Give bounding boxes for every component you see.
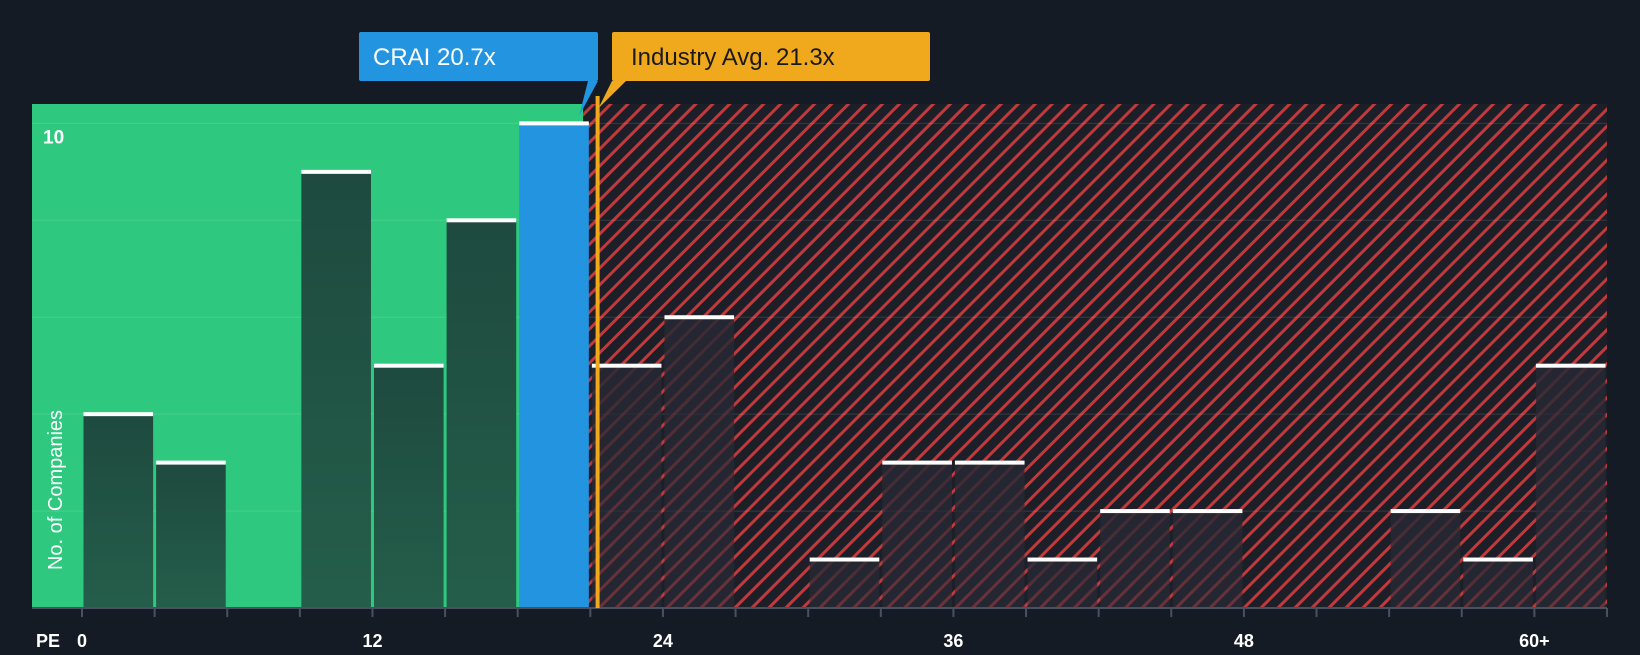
company-callout [359, 32, 598, 81]
bar-fill [1390, 511, 1461, 608]
bar-top-cap [301, 169, 371, 174]
bar-fill [1100, 511, 1170, 608]
industry-avg-line [595, 96, 600, 608]
valuation-zones [32, 104, 1607, 608]
bar-fill [1535, 365, 1606, 608]
histogram-bar [1463, 557, 1533, 608]
histogram-bar [1172, 509, 1243, 608]
bar-top-cap [882, 460, 952, 465]
industry-avg-callout-pointer [598, 81, 626, 108]
bar-top-cap [954, 460, 1025, 465]
histogram-bar [1535, 363, 1606, 608]
histogram-bar [1390, 509, 1461, 608]
histogram-bars [83, 121, 1606, 609]
x-tick-label: 12 [362, 631, 382, 650]
histogram-bar [1100, 509, 1170, 608]
histogram-bar [156, 460, 226, 608]
histogram-bar [446, 218, 517, 609]
bar-top-cap [1027, 557, 1098, 562]
histogram-bar [664, 315, 735, 608]
company-callout-pointer [579, 81, 598, 116]
bar-top-cap [1535, 363, 1606, 368]
bar-top-cap [591, 363, 662, 368]
y-axis-label: No. of Companies [45, 410, 67, 570]
bar-fill [809, 559, 880, 608]
bar-fill [1463, 559, 1533, 608]
bar-fill [664, 317, 735, 608]
x-tick-label: 48 [1234, 631, 1254, 650]
bar-top-cap [1463, 557, 1533, 562]
bar-top-cap [664, 315, 735, 320]
x-tick-label: 0 [77, 631, 87, 650]
company-bar-fill [519, 123, 589, 608]
bar-fill [83, 414, 154, 608]
histogram-bar [301, 169, 371, 608]
bar-top-cap [156, 460, 226, 465]
bar-fill [1172, 511, 1243, 608]
histogram-bar [1027, 557, 1098, 608]
bar-top-cap [809, 557, 880, 562]
histogram-bar [373, 363, 444, 608]
bar-fill [156, 462, 226, 608]
histogram-bar [519, 121, 589, 608]
bar-top-cap [446, 218, 517, 223]
bar-fill [591, 365, 662, 608]
histogram-bar [83, 412, 154, 608]
x-tick-label: 24 [653, 631, 673, 650]
bar-fill [882, 462, 952, 608]
bar-top-cap [519, 121, 589, 126]
bar-top-cap [1390, 509, 1461, 514]
x-tick-label: 36 [943, 631, 963, 650]
y-tick-label: 10 [43, 127, 64, 148]
bar-top-cap [373, 363, 444, 368]
bar-top-cap [83, 412, 154, 417]
industry-avg-callout [612, 32, 930, 81]
bar-top-cap [1172, 509, 1243, 514]
bar-top-cap [1100, 509, 1170, 514]
valuation-markers: CRAI 20.7x Industry Avg. 21.3x [359, 32, 930, 608]
bar-fill [446, 220, 517, 609]
bar-fill [1027, 559, 1098, 608]
x-axis-label: PE [36, 631, 60, 650]
y-axis: 10 No. of Companies [43, 127, 67, 570]
industry-avg-callout-label: Industry Avg. 21.3x [631, 44, 835, 71]
histogram-bar [954, 460, 1025, 608]
histogram-bar [809, 557, 880, 608]
company-callout-label: CRAI 20.7x [373, 44, 496, 71]
bar-fill [954, 462, 1025, 608]
bar-fill [373, 365, 444, 608]
bar-fill [301, 171, 371, 608]
x-tick-label: 60+ [1519, 631, 1550, 650]
gridlines [32, 122, 1607, 512]
histogram-bar [882, 460, 952, 608]
x-axis: 0 12 24 36 48 60+ PE [32, 607, 1608, 651]
histogram-bar [591, 363, 662, 608]
